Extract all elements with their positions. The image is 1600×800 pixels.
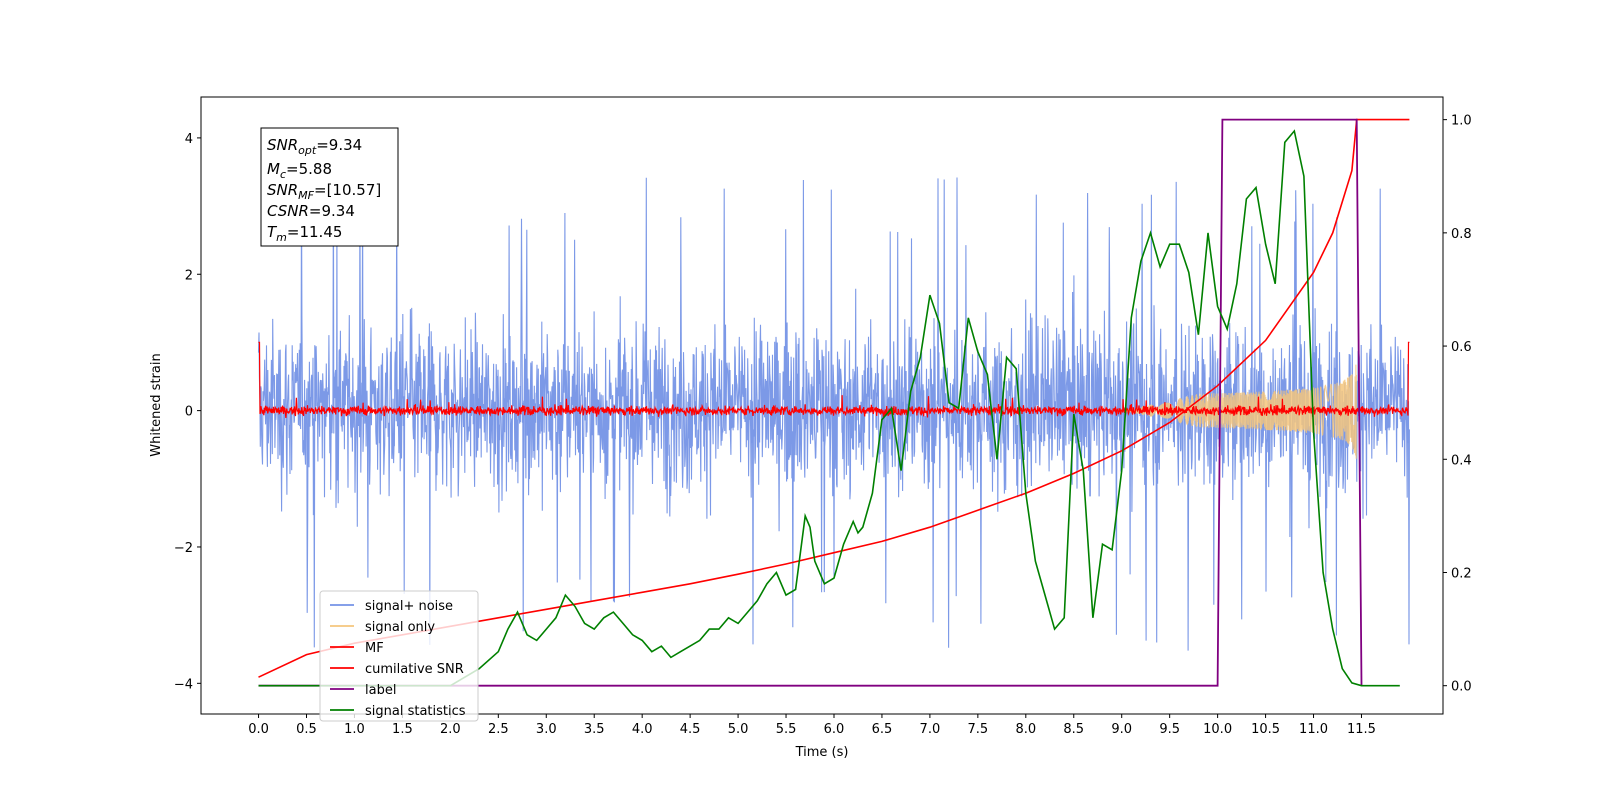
series-mf <box>258 341 1410 418</box>
x-tick-label: 10.0 <box>1203 722 1232 737</box>
x-tick-label: 11.5 <box>1347 722 1376 737</box>
plot-frame <box>200 96 1444 715</box>
y-right-tick-label: 1.0 <box>1451 114 1472 129</box>
x-tick-label: 2.0 <box>440 722 461 737</box>
x-tick-label: 0.0 <box>248 722 269 737</box>
info-csnr: CSNR=9.34 <box>267 202 355 220</box>
x-tick-label: 0.5 <box>296 722 317 737</box>
legend-frame <box>319 590 479 722</box>
x-tick-label: 5.5 <box>776 722 797 737</box>
x-tick-label: 2.5 <box>488 722 509 737</box>
y-right-tick-label: 0.2 <box>1451 566 1472 581</box>
legend-entry: cumilative SNR <box>365 662 464 677</box>
x-tick-label: 10.5 <box>1251 722 1280 737</box>
info-snr-opt: SNRopt=9.34 <box>267 136 362 157</box>
info-tm: Tm=11.45 <box>267 223 342 244</box>
x-axis-ticks: 0.0 0.5 1.0 1.5 2.0 2.5 3.0 3.5 4.0 4.5 5.0 5.5 6.0 6… <box>248 714 1376 737</box>
y-right-tick-label: 0.0 <box>1451 680 1472 695</box>
y-axis-left-ticks: −4 −2 0 2 4 <box>174 132 201 692</box>
y-axis-right-ticks: 0.0 0.2 0.4 0.6 0.8 1.0 <box>1443 114 1472 695</box>
info-mc: Mc=5.88 <box>267 160 332 181</box>
legend-entry: label <box>365 683 396 698</box>
x-tick-label: 1.5 <box>392 722 413 737</box>
x-tick-label: 4.5 <box>680 722 701 737</box>
y-right-tick-label: 0.4 <box>1451 453 1472 468</box>
x-tick-label: 9.0 <box>1111 722 1132 737</box>
y-right-tick-label: 0.8 <box>1451 227 1472 242</box>
x-tick-label: 7.5 <box>968 722 989 737</box>
legend-entry: signal statistics <box>365 704 466 719</box>
y-left-tick-label: −4 <box>174 677 193 692</box>
x-tick-label: 1.0 <box>344 722 365 737</box>
x-tick-label: 8.0 <box>1015 722 1036 737</box>
y-axis-label: Whitened strain <box>149 353 164 456</box>
y-right-tick-label: 0.6 <box>1451 340 1472 355</box>
x-axis-label: Time (s) <box>795 745 849 760</box>
legend-entry: signal+ noise <box>365 599 453 614</box>
info-box: SNRopt=9.34 Mc=5.88 SNRMF=[10.57] CSNR=9… <box>260 127 399 247</box>
y-left-tick-label: 4 <box>185 132 193 147</box>
x-tick-label: 5.0 <box>728 722 749 737</box>
x-tick-label: 9.5 <box>1159 722 1180 737</box>
x-tick-label: 3.5 <box>584 722 605 737</box>
x-tick-label: 3.0 <box>536 722 557 737</box>
x-tick-label: 4.0 <box>632 722 653 737</box>
x-tick-label: 11.0 <box>1299 722 1328 737</box>
y-left-tick-label: −2 <box>174 541 193 556</box>
legend: signal+ noise signal only MF cumilative SNR… <box>319 590 479 722</box>
legend-entry: MF <box>365 641 384 656</box>
info-box-frame <box>260 127 399 247</box>
legend-entry: signal only <box>365 620 435 635</box>
x-tick-label: 7.0 <box>920 722 941 737</box>
series-signal-statistics <box>258 129 1400 687</box>
x-tick-label: 6.5 <box>872 722 893 737</box>
info-snr-mf: SNRMF=[10.57] <box>267 181 381 202</box>
y-left-tick-label: 0 <box>185 405 193 420</box>
y-left-tick-label: 2 <box>185 268 193 283</box>
x-tick-label: 6.0 <box>824 722 845 737</box>
series-label <box>258 118 1363 687</box>
series-signal-only <box>1121 364 1358 459</box>
x-tick-label: 8.5 <box>1063 722 1084 737</box>
